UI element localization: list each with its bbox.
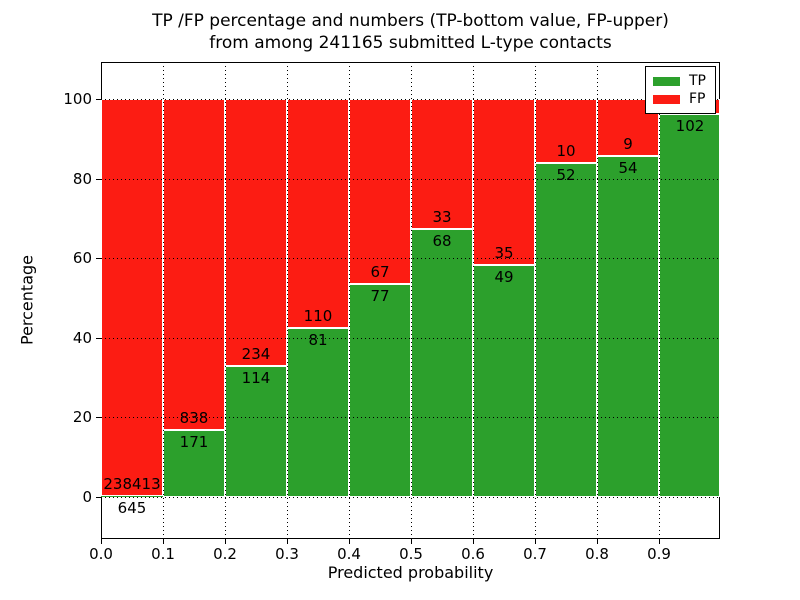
tp-count-label: 171 — [179, 432, 209, 451]
fp-count-label: 67 — [370, 263, 390, 282]
y-tick-label: 80 — [72, 169, 92, 188]
grid-line-vertical — [287, 62, 288, 539]
fp-count-label: 234 — [241, 345, 271, 364]
y-tick-label: 100 — [63, 90, 92, 108]
tp-legend-label: TP — [689, 73, 706, 89]
x-tick-label: 0.4 — [337, 545, 361, 563]
grid-line-horizontal — [101, 417, 720, 419]
grid-line-horizontal — [101, 497, 720, 498]
tp-count-label: 81 — [308, 331, 328, 350]
legend: TP FP — [645, 66, 716, 114]
y-tick-mark — [96, 178, 101, 180]
x-tick-mark — [225, 539, 226, 544]
x-tick-mark — [287, 539, 288, 544]
grid-line-vertical — [597, 62, 598, 539]
chart-title-line2: from among 241165 submitted L-type conta… — [209, 33, 612, 53]
y-tick-label: 20 — [72, 408, 92, 427]
grid-line-horizontal — [101, 99, 720, 100]
legend-entry-tp: TP — [653, 72, 708, 90]
x-tick-mark — [473, 539, 474, 544]
tp-legend-swatch — [653, 76, 680, 86]
bar-segment-tp — [225, 366, 287, 497]
fp-count-label: 9 — [623, 134, 633, 153]
bar-segment-fp — [287, 99, 349, 329]
bar-segment-fp — [163, 99, 225, 430]
grid-line-vertical — [349, 62, 350, 539]
y-tick-mark — [96, 337, 101, 339]
fp-count-label: 838 — [179, 408, 209, 427]
legend-entry-fp: FP — [653, 90, 708, 108]
bar-segment-tp — [411, 229, 473, 497]
y-tick-mark — [96, 417, 101, 419]
y-axis-label: Percentage — [17, 254, 37, 346]
grid-line-vertical — [535, 62, 536, 539]
y-tick-label: 60 — [72, 249, 92, 268]
y-tick-label: 40 — [72, 328, 92, 347]
tp-count-label: 54 — [618, 158, 638, 177]
grid-line-vertical — [473, 62, 474, 539]
y-tick-mark — [96, 99, 101, 100]
grid-line-horizontal — [101, 178, 720, 180]
x-tick-label: 0.9 — [647, 545, 671, 563]
tp-count-label: 114 — [241, 369, 271, 388]
x-tick-label: 0.0 — [89, 545, 113, 563]
bar-segment-tp — [349, 284, 411, 497]
fp-legend-swatch — [653, 94, 680, 104]
x-tick-label: 0.5 — [399, 545, 423, 563]
bar-segment-tp — [659, 114, 720, 497]
bar-segment-fp — [225, 99, 287, 367]
bar-segment-tp — [101, 495, 163, 497]
plot-area: 238413 645 838 171 234 114 110 81 67 77 33 68 35 49 10… — [101, 62, 720, 539]
tp-count-label: 68 — [432, 232, 452, 251]
tp-count-label: 645 — [117, 498, 147, 517]
x-tick-mark — [535, 539, 536, 544]
chart-title-line1: TP /FP percentage and numbers (TP-bottom… — [152, 11, 669, 31]
y-tick-label: 0 — [82, 488, 92, 506]
tp-count-label: 49 — [494, 267, 514, 286]
x-tick-label: 0.1 — [151, 545, 175, 563]
fp-count-label: 238413 — [103, 474, 161, 493]
x-tick-label: 0.6 — [461, 545, 485, 563]
x-tick-label: 0.2 — [213, 545, 237, 563]
x-tick-mark — [597, 539, 598, 544]
x-tick-mark — [101, 539, 102, 544]
fp-count-label: 35 — [494, 243, 514, 262]
grid-line-vertical — [163, 62, 164, 539]
bar-segment-tp — [287, 328, 349, 497]
bar-segment-tp — [597, 155, 659, 497]
x-tick-label: 0.7 — [523, 545, 547, 563]
x-axis-label: Predicted probability — [327, 563, 494, 582]
x-tick-label: 0.8 — [585, 545, 609, 563]
bar-segment-fp — [473, 99, 535, 265]
tp-count-label: 52 — [556, 166, 576, 185]
tp-count-label: 77 — [370, 287, 390, 306]
bar-segment-fp — [349, 99, 411, 285]
x-tick-mark — [659, 539, 660, 544]
x-tick-label: 0.3 — [275, 545, 299, 563]
grid-line-horizontal — [101, 258, 720, 260]
fp-count-label: 10 — [556, 142, 576, 161]
grid-line-vertical — [225, 62, 226, 539]
bar-segment-fp — [101, 99, 163, 496]
fp-count-label: 33 — [432, 208, 452, 227]
x-tick-mark — [411, 539, 412, 544]
tp-count-label: 102 — [675, 117, 705, 136]
bar-segment-tp — [535, 163, 597, 497]
grid-line-vertical — [659, 62, 660, 539]
grid-line-horizontal — [101, 337, 720, 339]
grid-line-vertical — [411, 62, 412, 539]
y-tick-mark — [96, 258, 101, 260]
bar-segment-tp — [473, 264, 535, 497]
bar-segment-fp — [411, 99, 473, 230]
x-tick-mark — [163, 539, 164, 544]
y-tick-mark — [96, 497, 101, 498]
fp-legend-label: FP — [689, 91, 706, 107]
x-tick-mark — [349, 539, 350, 544]
fp-count-label: 110 — [303, 307, 333, 326]
